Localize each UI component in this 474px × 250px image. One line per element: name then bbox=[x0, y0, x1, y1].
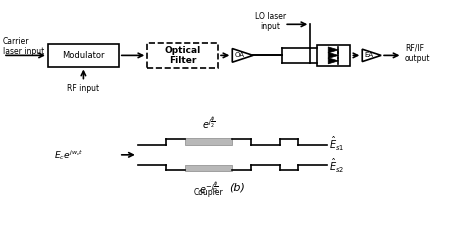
Polygon shape bbox=[328, 52, 338, 58]
FancyBboxPatch shape bbox=[185, 165, 232, 171]
Text: $\hat{E}_{s2}$: $\hat{E}_{s2}$ bbox=[329, 157, 345, 175]
FancyBboxPatch shape bbox=[185, 138, 232, 145]
Text: Carrier
laser input: Carrier laser input bbox=[3, 37, 44, 56]
Text: $e^{j\frac{\phi}{2}}$: $e^{j\frac{\phi}{2}}$ bbox=[202, 114, 215, 131]
FancyBboxPatch shape bbox=[318, 45, 350, 66]
Text: LO laser
input: LO laser input bbox=[255, 12, 286, 31]
Text: $e^{-j\frac{\phi}{2}}$: $e^{-j\frac{\phi}{2}}$ bbox=[199, 179, 218, 196]
FancyBboxPatch shape bbox=[48, 44, 119, 66]
Text: RF input: RF input bbox=[67, 84, 100, 94]
Text: OA: OA bbox=[235, 52, 245, 59]
Text: Modulator: Modulator bbox=[62, 51, 105, 60]
Text: RF/IF
output: RF/IF output bbox=[405, 43, 430, 62]
Polygon shape bbox=[328, 58, 338, 64]
FancyBboxPatch shape bbox=[147, 43, 218, 68]
Text: $E_c e^{jw_c t}$: $E_c e^{jw_c t}$ bbox=[54, 148, 83, 162]
Text: $\hat{E}_{s1}$: $\hat{E}_{s1}$ bbox=[329, 135, 345, 153]
Text: Coupler: Coupler bbox=[194, 188, 224, 197]
Text: EA: EA bbox=[365, 52, 374, 59]
Text: Optical
Filter: Optical Filter bbox=[164, 46, 201, 65]
Polygon shape bbox=[328, 47, 338, 53]
Text: (b): (b) bbox=[229, 182, 245, 192]
